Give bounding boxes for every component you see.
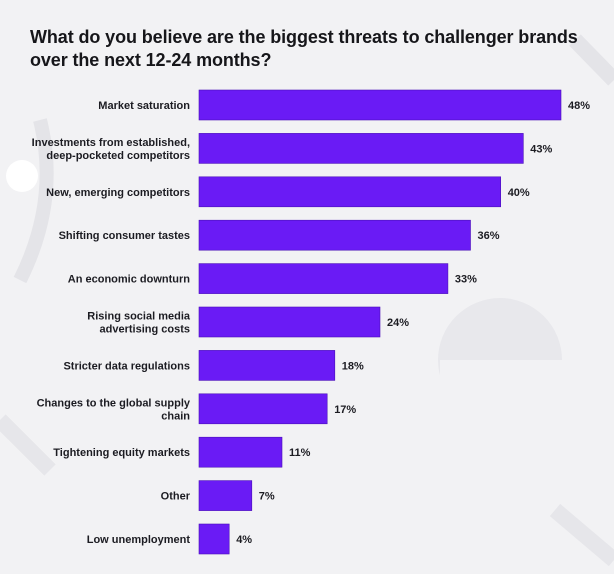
chart-title: What do you believe are the biggest thre… bbox=[30, 27, 578, 70]
category-label-line: New, emerging competitors bbox=[46, 187, 190, 199]
value-label: 24% bbox=[387, 317, 409, 329]
bar bbox=[198, 523, 230, 555]
category-label: Investments from established, deep-pocket… bbox=[32, 137, 190, 162]
value-label: 43% bbox=[530, 143, 552, 155]
category-label: An economic downturn bbox=[68, 274, 191, 286]
category-label-line: An economic downturn bbox=[68, 274, 191, 286]
value-label: 36% bbox=[478, 230, 500, 242]
decor-stripe-top bbox=[569, 34, 614, 86]
value-label: 7% bbox=[259, 491, 275, 503]
bar bbox=[198, 306, 381, 338]
bar bbox=[198, 436, 283, 468]
category-label-line: Tightening equity markets bbox=[53, 447, 190, 459]
category-label: New, emerging competitors bbox=[46, 187, 190, 199]
value-label: 4% bbox=[236, 534, 252, 546]
bar bbox=[198, 176, 502, 208]
category-label: Stricter data regulations bbox=[63, 360, 190, 372]
bar bbox=[198, 393, 328, 425]
category-label-line: Changes to the global supply bbox=[37, 397, 191, 409]
category-label: Shifting consumer tastes bbox=[59, 230, 190, 242]
value-label: 40% bbox=[508, 187, 530, 199]
category-label: Market saturation bbox=[98, 100, 190, 112]
category-label-line: Shifting consumer tastes bbox=[59, 230, 190, 242]
bar bbox=[198, 350, 336, 381]
category-label: Rising social media advertising costs bbox=[87, 311, 191, 336]
category-label-line: chain bbox=[161, 410, 190, 422]
category-label-line: Investments from established, bbox=[32, 137, 190, 149]
category-label-line: Other bbox=[161, 491, 191, 503]
decor-dot bbox=[6, 160, 38, 192]
value-label: 18% bbox=[342, 360, 364, 372]
decor-stripe-left bbox=[0, 414, 56, 476]
value-label: 17% bbox=[334, 404, 356, 416]
value-label: 48% bbox=[568, 100, 590, 112]
bar bbox=[198, 219, 471, 251]
category-label-line: Rising social media bbox=[87, 311, 191, 323]
decor-arc bbox=[13, 118, 54, 284]
bar bbox=[198, 480, 253, 511]
category-label: Changes to the global supply chain bbox=[37, 397, 191, 422]
value-label: 11% bbox=[289, 447, 311, 459]
bar bbox=[198, 133, 524, 164]
category-label: Other bbox=[161, 491, 191, 503]
bar bbox=[198, 89, 562, 121]
category-label-line: Low unemployment bbox=[87, 534, 191, 546]
category-label-line: Stricter data regulations bbox=[63, 360, 190, 372]
category-label: Tightening equity markets bbox=[53, 447, 190, 459]
decor-stripe-bottom bbox=[549, 503, 614, 567]
category-label: Low unemployment bbox=[87, 534, 191, 546]
category-label-line: Market saturation bbox=[98, 100, 190, 112]
decor-circle-mask bbox=[440, 360, 564, 422]
bar bbox=[198, 263, 449, 294]
category-label-line: advertising costs bbox=[100, 324, 190, 336]
value-label: 33% bbox=[455, 274, 477, 286]
category-label-line: deep-pocketed competitors bbox=[46, 150, 190, 162]
